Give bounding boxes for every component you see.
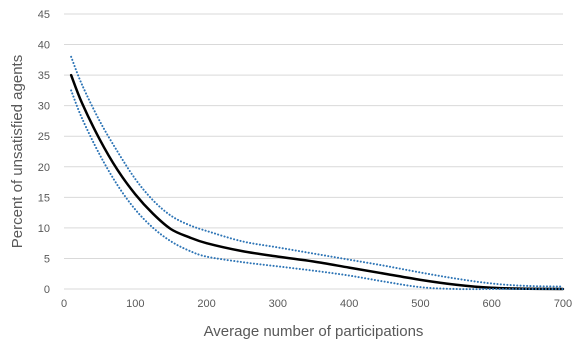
y-tick-label: 15 bbox=[38, 192, 50, 204]
series-main-line bbox=[69, 73, 565, 291]
series-lower-bound-line bbox=[70, 89, 564, 291]
x-tick-label: 400 bbox=[340, 298, 358, 310]
x-axis-ticks: 0 100 200 300 400 500 600 700 bbox=[61, 298, 572, 310]
series-upper-bound-line bbox=[70, 55, 564, 288]
y-tick-label: 5 bbox=[44, 253, 50, 265]
x-tick-label: 100 bbox=[126, 298, 144, 310]
x-tick-label: 300 bbox=[269, 298, 287, 310]
x-tick-label: 600 bbox=[483, 298, 501, 310]
y-tick-label: 40 bbox=[38, 40, 50, 52]
y-tick-label: 35 bbox=[38, 70, 50, 82]
y-tick-label: 25 bbox=[38, 131, 50, 143]
y-tick-label: 45 bbox=[38, 9, 50, 21]
y-tick-label: 20 bbox=[38, 162, 50, 174]
x-axis-title: Average number of participations bbox=[204, 323, 424, 340]
y-tick-label: 0 bbox=[44, 284, 50, 296]
x-tick-label: 0 bbox=[61, 298, 67, 310]
gridlines bbox=[64, 13, 563, 290]
y-axis-title: Percent of unsatisfied agents bbox=[9, 55, 26, 248]
y-tick-label: 30 bbox=[38, 101, 50, 113]
x-tick-label: 700 bbox=[554, 298, 572, 310]
y-axis-ticks: 0 5 10 15 20 25 30 35 40 45 bbox=[38, 9, 50, 296]
y-tick-label: 10 bbox=[38, 223, 50, 235]
x-tick-label: 200 bbox=[197, 298, 215, 310]
x-tick-label: 500 bbox=[411, 298, 429, 310]
series-group bbox=[69, 55, 565, 291]
